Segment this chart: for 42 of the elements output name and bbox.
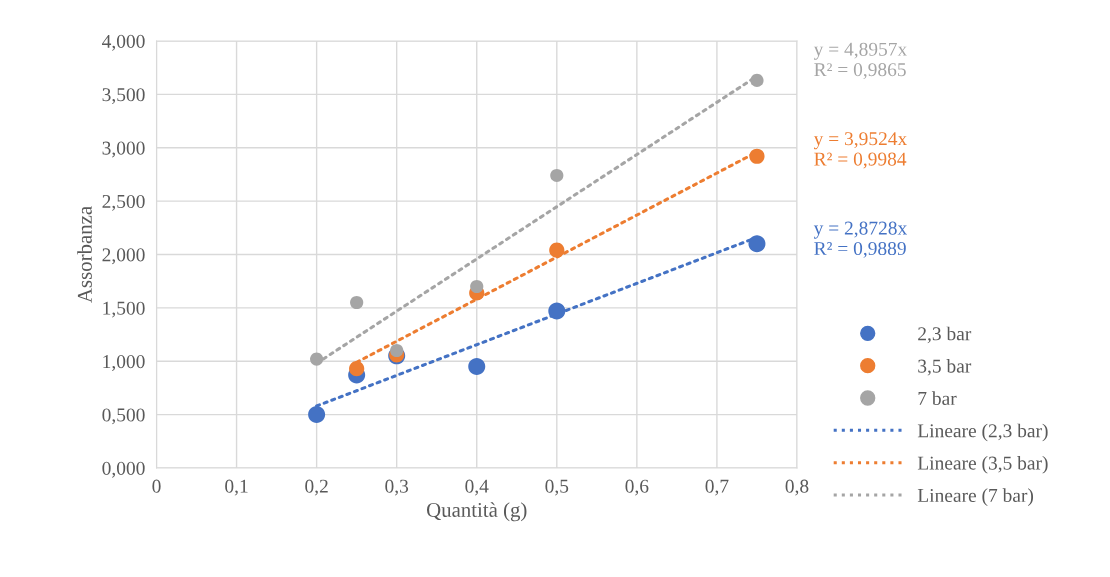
x-tick-label: 0: [152, 479, 161, 493]
point: [550, 168, 564, 183]
point: [750, 73, 764, 88]
y-tick-label: 0,000: [102, 461, 145, 478]
x-tick-label: 0,4: [465, 479, 489, 496]
point: [749, 148, 765, 164]
text: y = 2,8728x R² = 0,9889: [813, 221, 907, 258]
x-tick-label: 0,3: [385, 479, 409, 496]
point: [468, 358, 486, 376]
y-tick-label: 3,000: [102, 141, 145, 158]
x-tick-label: 0,7: [705, 479, 729, 496]
point: [549, 242, 565, 258]
point: [349, 361, 365, 377]
legend-label: 3,5 bar: [918, 358, 972, 376]
y-tick-label: 0,500: [102, 408, 145, 425]
x-tick-label: 0,8: [785, 479, 809, 496]
y-tick-label: 1,500: [103, 301, 145, 318]
y-tick-label: 1,000: [103, 355, 145, 371]
x-tick-label: 0,2: [305, 479, 328, 496]
y-axis-title: Assorbanza: [77, 206, 92, 303]
x-tick-label: 0,6: [625, 479, 649, 496]
y-tick-label: 3,500: [102, 88, 145, 105]
legend-label: 2,3 bar: [918, 326, 972, 344]
point: [350, 295, 364, 310]
point: [548, 302, 566, 320]
y-tick-label: 2,000: [102, 248, 145, 265]
point: [308, 406, 326, 424]
point: [390, 343, 404, 358]
y-tick-label: 4,000: [102, 34, 145, 51]
text: y = 3,9524x R² = 0,9984: [813, 132, 907, 169]
y-tick-label: 2,500: [102, 194, 145, 211]
x-tick-label: 0,1: [225, 479, 248, 496]
point: [310, 352, 324, 366]
legend-label: 7 bar: [918, 391, 957, 405]
legend-label: Lineare (3,5 bar): [917, 455, 1048, 474]
text: y = 4,8957x R² = 0,9865: [813, 42, 907, 79]
x-tick-label: 0,5: [545, 479, 569, 496]
x-axis-title: Quantità (g): [426, 502, 527, 522]
legend-label: Lineare (7 bar): [917, 488, 1034, 506]
legend-label: Lineare (2,3 bar): [917, 423, 1048, 442]
point: [470, 279, 484, 294]
point: [748, 235, 766, 253]
